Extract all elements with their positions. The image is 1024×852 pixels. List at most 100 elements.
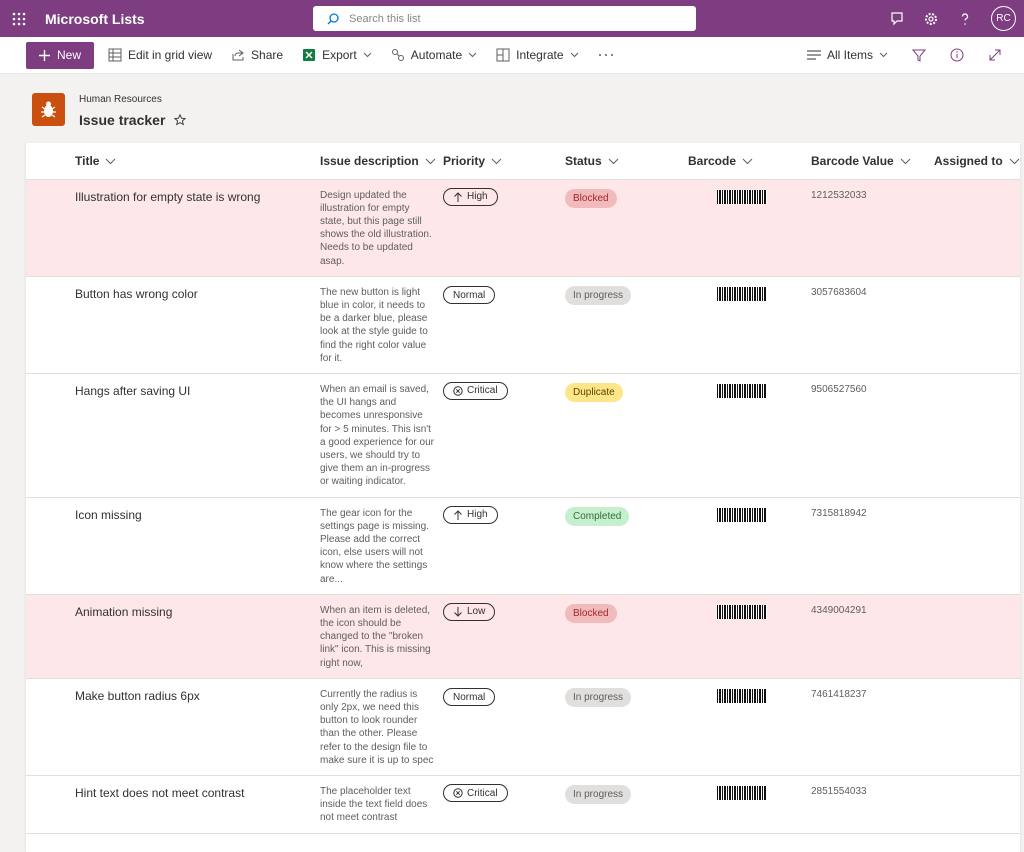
table-row[interactable]: Hint text does not meet contrast The plac…	[26, 775, 1020, 834]
barcode-value-cell: 7461418237	[811, 678, 934, 777]
spacer-cell	[26, 775, 75, 834]
chevron	[570, 52, 578, 58]
assigned-cell	[934, 775, 1020, 834]
table-row[interactable]: Illustration for empty state is wrong Des…	[26, 179, 1020, 277]
assigned-cell	[934, 179, 1020, 277]
title-cell[interactable]: Hint text does not meet contrast	[75, 775, 320, 834]
column-header[interactable]: Priority	[443, 143, 565, 180]
new-button[interactable]: New	[26, 41, 94, 69]
app-bar: Microsoft Lists Search this list RC	[0, 0, 1024, 37]
command-label: Share	[251, 48, 284, 62]
spacer	[26, 143, 75, 180]
header-row: Title Issue description Priority Status Barc…	[26, 143, 1020, 180]
command-button[interactable]: Automate	[391, 48, 477, 62]
priority-pill: Normal	[443, 688, 496, 707]
priority-cell: Normal	[443, 276, 565, 374]
priority-cell: High	[443, 179, 565, 277]
sort-chevron	[425, 158, 436, 165]
column-header[interactable]: Barcode	[688, 143, 811, 180]
app-launcher[interactable]	[0, 12, 38, 26]
description-cell: Design updated the illustration for empt…	[320, 179, 443, 277]
command-label: Export	[322, 48, 357, 62]
help-icon[interactable]	[957, 11, 973, 27]
status-cell: In progress	[565, 678, 688, 777]
spacer-cell	[26, 276, 75, 374]
sort-chevron	[900, 158, 911, 165]
barcode-image	[717, 604, 767, 619]
command-button[interactable]: Edit in grid view	[108, 48, 212, 62]
title-cell[interactable]: Hangs after saving UI	[75, 373, 320, 498]
column-header[interactable]: Status	[565, 143, 688, 180]
more-icon[interactable]	[598, 52, 614, 58]
column-title: Issue description	[320, 153, 419, 168]
table-row[interactable]: Make button radius 6px Currently the radi…	[26, 678, 1020, 777]
description-cell: Currently the radius is only 2px, we nee…	[320, 678, 443, 777]
status-cell: Blocked	[565, 594, 688, 679]
search-box[interactable]: Search this list	[313, 6, 696, 31]
chevron	[468, 52, 477, 58]
command-label: Integrate	[516, 48, 564, 62]
filter-icon[interactable]	[912, 48, 926, 62]
site-name[interactable]: Human Resources	[79, 94, 162, 105]
new-label: New	[56, 48, 81, 62]
settings-icon[interactable]	[923, 11, 939, 27]
waffle-icon	[12, 12, 26, 25]
barcode-value-cell: 3057683604	[811, 276, 934, 374]
status-pill: Duplicate	[565, 382, 623, 402]
feedback-icon[interactable]	[889, 11, 905, 27]
assigned-cell	[934, 594, 1020, 679]
priority-pill: Critical	[443, 381, 508, 400]
title-cell[interactable]: Illustration for empty state is wrong	[75, 179, 320, 277]
info-icon[interactable]	[950, 48, 964, 62]
description-cell: The placeholder text inside the text fie…	[320, 775, 443, 834]
list-title: Issue tracker	[79, 112, 166, 128]
assigned-cell	[934, 373, 1020, 498]
status-pill: In progress	[565, 687, 632, 707]
table-row[interactable]: Button has wrong color The new button is …	[26, 276, 1020, 374]
barcode-image	[717, 786, 767, 801]
column-header[interactable]: Assigned to	[934, 143, 1020, 180]
title-cell[interactable]: Animation missing	[75, 594, 320, 679]
title-cell[interactable]: Make button radius 6px	[75, 678, 320, 777]
column-header[interactable]: Title	[75, 143, 320, 180]
view-switcher[interactable]: All Items	[806, 48, 888, 62]
title-cell[interactable]: Icon missing	[75, 497, 320, 595]
status-pill: In progress	[565, 785, 632, 805]
priority-label: High	[467, 509, 488, 521]
table-row[interactable]: Animation missing When an item is deleted…	[26, 594, 1020, 679]
status-cell: Completed	[565, 497, 688, 595]
command-button[interactable]: Integrate	[496, 48, 578, 62]
spacer-cell	[26, 497, 75, 595]
search-placeholder: Search this list	[349, 12, 421, 25]
barcode-value-cell: 4349004291	[811, 594, 934, 679]
description-cell: The gear icon for the settings page is m…	[320, 497, 443, 595]
barcode-image	[717, 383, 767, 398]
favorite-star[interactable]	[174, 114, 187, 126]
command-icon	[391, 49, 404, 61]
status-cell: In progress	[565, 276, 688, 374]
command-icon	[108, 48, 122, 62]
status-cell: Duplicate	[565, 373, 688, 498]
command-bar: New Edit in grid view Share Export Automate…	[0, 37, 1024, 74]
app-name[interactable]: Microsoft Lists	[45, 10, 145, 27]
command-button[interactable]: Export	[302, 48, 372, 62]
avatar[interactable]: RC	[991, 6, 1016, 31]
column-title: Barcode	[688, 153, 737, 168]
assigned-cell	[934, 678, 1020, 777]
priority-cell: Normal	[443, 678, 565, 777]
column-header[interactable]: Barcode Value	[811, 143, 934, 180]
title-cell[interactable]: Button has wrong color	[75, 276, 320, 374]
sort-chevron	[1009, 158, 1020, 165]
command-button[interactable]: Share	[231, 48, 283, 62]
expand-icon[interactable]	[988, 48, 1002, 62]
priority-icon	[454, 191, 462, 202]
command-icon	[232, 49, 244, 61]
column-header[interactable]: Issue description	[320, 143, 443, 180]
table-row[interactable]: Hangs after saving UI When an email is sa…	[26, 373, 1020, 498]
barcode-value-cell: 2851554033	[811, 775, 934, 834]
description-cell: When an item is deleted, the icon should…	[320, 594, 443, 679]
app-bar-actions: RC	[889, 6, 1016, 31]
table-row[interactable]: Icon missing The gear icon for the settin…	[26, 497, 1020, 595]
assigned-cell	[934, 497, 1020, 595]
